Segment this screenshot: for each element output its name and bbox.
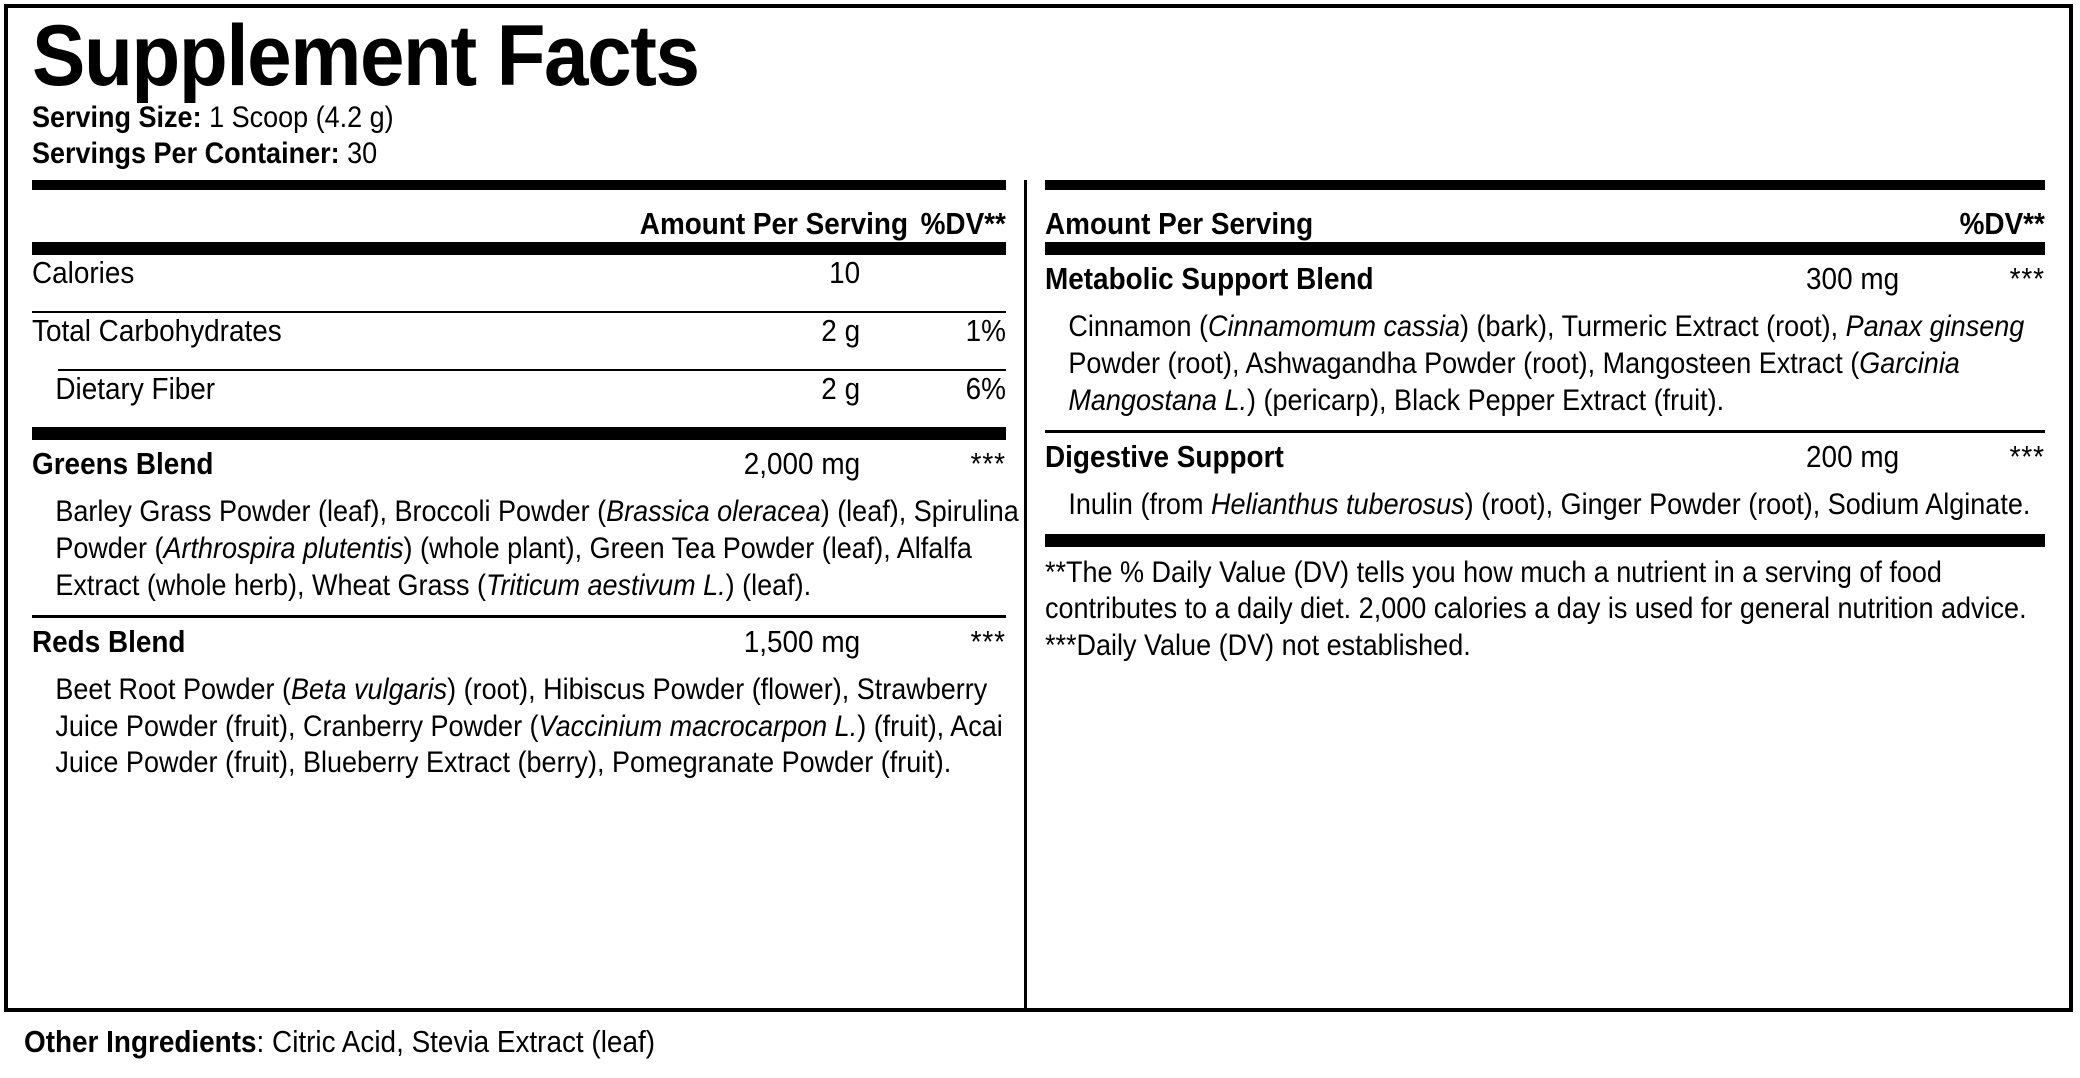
- row-divider-indented: [58, 369, 1006, 371]
- nutrient-name: Dietary Fiber: [55, 371, 216, 406]
- nutrient-name: Calories: [32, 255, 135, 290]
- blend-ingredients-greens: Barley Grass Powder (leaf), Broccoli Pow…: [55, 495, 1019, 602]
- serving-size-label: Serving Size:: [32, 100, 202, 134]
- percent-dv-header: %DV**: [920, 206, 1006, 241]
- servings-per-container-value: 30: [339, 137, 378, 171]
- serving-size-line: Serving Size: 1 Scoop (4.2 g): [32, 100, 1844, 137]
- nutrient-dv: 6%: [965, 371, 1006, 406]
- footnote-not-established: ***Daily Value (DV) not established.: [1045, 629, 1471, 663]
- right-column: Amount Per Serving %DV** Metabolic Suppo…: [1024, 180, 2069, 1010]
- amount-per-serving-header: Amount Per Serving: [639, 206, 909, 241]
- rule-above-reds-blend: [32, 614, 1006, 618]
- nutrient-amount: 2 g: [821, 313, 861, 348]
- page-title: Supplement Facts: [32, 8, 700, 104]
- other-ingredients-value: : Citric Acid, Stevia Extract (leaf): [256, 1024, 655, 1059]
- blend-name: Digestive Support: [1045, 438, 1284, 474]
- blend-name: Metabolic Support Blend: [1045, 261, 1374, 296]
- footnote-daily-value: **The % Daily Value (DV) tells you how m…: [1045, 555, 2027, 626]
- servings-per-container-line: Servings Per Container: 30: [32, 136, 1844, 173]
- blend-name: Greens Blend: [32, 446, 214, 481]
- rule-above-greens-blend: [32, 427, 1006, 440]
- rule-top-right: [1045, 180, 2045, 190]
- blend-ingredients-digestive: Inulin (from Helianthus tuberosus) (root…: [1068, 487, 2031, 521]
- blend-dv: ***: [2009, 261, 2045, 296]
- blend-header-greens: Greens Blend 2,000 mg ***: [32, 440, 1006, 494]
- label-header: Supplement Facts Serving Size: 1 Scoop (…: [8, 8, 2069, 173]
- percent-dv-header: %DV**: [1959, 206, 2045, 241]
- blend-name: Reds Blend: [32, 623, 186, 659]
- left-column: Amount Per Serving %DV** Calories 10 Tot…: [8, 180, 1024, 1010]
- nutrition-columns: Amount Per Serving %DV** Calories 10 Tot…: [8, 180, 2069, 1010]
- rule-under-right-header: [1045, 242, 2045, 255]
- blend-header-digestive: Digestive Support 200 mg ***: [1045, 433, 2045, 487]
- nutrient-amount: 2 g: [821, 371, 861, 406]
- rule-top-left: [32, 180, 1006, 190]
- blend-amount: 200 mg: [1806, 438, 1900, 474]
- table-row: Calories 10: [32, 255, 1006, 311]
- blend-dv: ***: [970, 446, 1006, 481]
- other-ingredients-label: Other Ingredients: [24, 1024, 257, 1059]
- blend-dv: ***: [2009, 438, 2045, 474]
- label-frame: Supplement Facts Serving Size: 1 Scoop (…: [4, 4, 2073, 1012]
- blend-ingredients-metabolic: Cinnamon (Cinnamomum cassia) (bark), Tur…: [1068, 310, 2025, 417]
- servings-per-container-label: Servings Per Container:: [32, 137, 340, 171]
- right-table-header: Amount Per Serving %DV**: [1045, 190, 2045, 242]
- nutrient-dv: 1%: [965, 313, 1006, 348]
- nutrient-amount: 10: [829, 255, 861, 290]
- row-divider: [32, 311, 1006, 313]
- blend-amount: 2,000 mg: [743, 446, 861, 481]
- table-row: Total Carbohydrates 2 g 1%: [32, 313, 1006, 369]
- blend-header-metabolic: Metabolic Support Blend 300 mg ***: [1045, 255, 2045, 309]
- blend-amount: 1,500 mg: [743, 623, 861, 659]
- rule-above-digestive-support: [1045, 429, 2045, 433]
- blend-header-reds: Reds Blend 1,500 mg ***: [32, 618, 1006, 672]
- rule-under-left-header: [32, 242, 1006, 255]
- other-ingredients: Other Ingredients: Citric Acid, Stevia E…: [24, 1024, 655, 1060]
- rule-above-footnotes: [1045, 533, 2045, 547]
- blend-dv: ***: [970, 623, 1006, 659]
- serving-size-value: 1 Scoop (4.2 g): [201, 100, 394, 134]
- nutrient-name: Total Carbohydrates: [32, 313, 282, 348]
- blend-ingredients-reds: Beet Root Powder (Beta vulgaris) (root),…: [55, 672, 1003, 780]
- left-table-header: Amount Per Serving %DV**: [32, 190, 1006, 242]
- blend-amount: 300 mg: [1806, 261, 1900, 296]
- amount-per-serving-header: Amount Per Serving: [1045, 206, 1314, 241]
- table-row: Dietary Fiber 2 g 6%: [32, 371, 1006, 427]
